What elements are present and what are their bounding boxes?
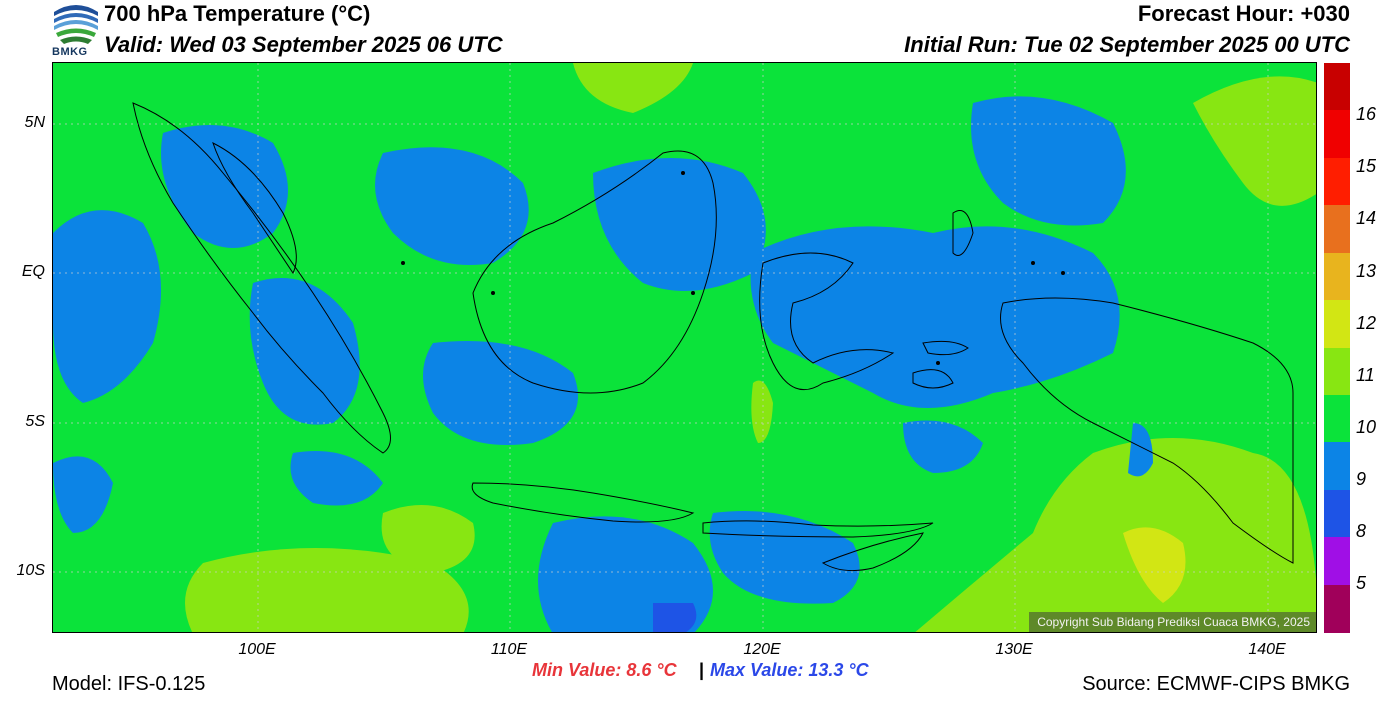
colorbar-segment bbox=[1324, 157, 1350, 206]
lat-label-eq: EQ bbox=[21, 263, 45, 280]
colorbar-segment bbox=[1324, 110, 1350, 159]
lat-label-5s: 5S bbox=[25, 413, 45, 430]
colorbar-label: 15 bbox=[1356, 156, 1377, 176]
colorbar-label: 13 bbox=[1356, 261, 1377, 281]
max-value: Max Value: 13.3 °C bbox=[710, 660, 869, 680]
colorbar-label: 8 bbox=[1356, 521, 1367, 541]
bmkg-logo bbox=[52, 0, 100, 62]
stats-separator: | bbox=[699, 660, 705, 680]
colorbar-segment bbox=[1324, 63, 1350, 111]
copyright-notice: Copyright Sub Bidang Prediksi Cuaca BMKG… bbox=[1029, 612, 1316, 632]
colorbar-segment bbox=[1324, 300, 1350, 349]
lon-label-120e: 120E bbox=[743, 641, 781, 658]
colorbar-segment bbox=[1324, 347, 1350, 396]
colorbar-label: 12 bbox=[1356, 313, 1377, 333]
colorbar-label: 11 bbox=[1356, 365, 1375, 385]
colorbar-label: 10 bbox=[1356, 417, 1377, 437]
temperature-map[interactable]: Copyright Sub Bidang Prediksi Cuaca BMKG… bbox=[52, 62, 1317, 633]
min-value: Min Value: 8.6 °C bbox=[532, 660, 677, 680]
colorbar-segment bbox=[1324, 489, 1350, 538]
valid-time: Valid: Wed 03 September 2025 06 UTC bbox=[104, 32, 503, 57]
colorbar-segment bbox=[1324, 205, 1350, 254]
colorbar-segment bbox=[1324, 252, 1350, 301]
lon-label-110e: 110E bbox=[490, 641, 528, 658]
initial-run: Initial Run: Tue 02 September 2025 00 UT… bbox=[904, 32, 1350, 57]
colorbar bbox=[1324, 63, 1350, 633]
colorbar-segment bbox=[1324, 394, 1350, 443]
colorbar-segment bbox=[1324, 584, 1350, 633]
forecast-hour: Forecast Hour: +030 bbox=[1137, 1, 1350, 26]
source-info: Source: ECMWF-CIPS BMKG bbox=[1082, 673, 1350, 695]
colorbar-segment bbox=[1324, 442, 1350, 491]
lon-label-130e: 130E bbox=[995, 641, 1033, 658]
lon-label-100e: 100E bbox=[238, 641, 276, 658]
map-title: 700 hPa Temperature (°C) bbox=[104, 1, 371, 26]
colorbar-label: 5 bbox=[1356, 573, 1367, 593]
colorbar-label: 9 bbox=[1356, 469, 1367, 489]
colorbar-segment bbox=[1324, 537, 1350, 586]
model-info: Model: IFS-0.125 bbox=[52, 673, 206, 695]
lat-label-5n: 5N bbox=[24, 114, 45, 131]
map-canvas bbox=[53, 63, 1316, 632]
lon-label-140e: 140E bbox=[1248, 641, 1286, 658]
colorbar-label: 14 bbox=[1356, 208, 1377, 228]
lat-label-10s: 10S bbox=[16, 562, 45, 579]
logo-text: BMKG bbox=[52, 46, 88, 58]
colorbar-label: 16 bbox=[1356, 104, 1377, 124]
